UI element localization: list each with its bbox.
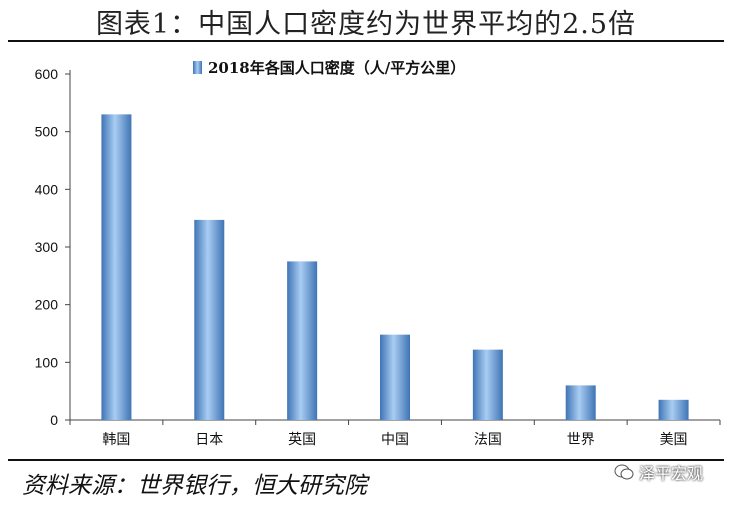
bar-5 [565, 385, 596, 420]
bar-1 [194, 219, 225, 420]
y-tick-label: 200 [35, 297, 59, 313]
chat-bubble-icon [614, 464, 634, 480]
y-tick-label: 0 [50, 412, 58, 428]
legend-label: 2018年各国人口密度（人/平方公里） [208, 59, 465, 77]
y-tick-label: 300 [35, 239, 59, 255]
bar-4 [472, 349, 503, 420]
y-tick-label: 600 [35, 66, 59, 82]
x-tick-label: 法国 [474, 432, 502, 448]
bar-3 [380, 334, 410, 420]
x-tick-label: 美国 [660, 432, 688, 448]
top-rule [8, 40, 724, 42]
y-tick-label: 100 [35, 354, 59, 370]
figure-title: 图表1：中国人口密度约为世界平均的2.5倍 [95, 9, 637, 40]
bar-0 [101, 114, 132, 420]
bottom-rule [8, 459, 724, 461]
x-tick-label: 韩国 [102, 432, 130, 448]
x-tick-label: 英国 [288, 431, 316, 448]
x-tick-label: 世界 [567, 432, 595, 448]
watermark: 泽平宏观 [614, 460, 703, 484]
bar-2 [287, 261, 318, 420]
chart-legend: 2018年各国人口密度（人/平方公里） [193, 59, 465, 77]
source-note: 资料来源：世界银行，恒大研究院 [22, 473, 367, 499]
y-tick-label: 500 [35, 124, 59, 140]
legend-swatch [193, 61, 202, 74]
bar-chart: 2018年各国人口密度（人/平方公里） 0100200300400500600 … [35, 59, 721, 448]
watermark-text: 泽平宏观 [639, 464, 704, 483]
x-tick-label: 日本 [195, 432, 223, 448]
y-tick-label: 400 [35, 181, 59, 197]
x-tick-label: 中国 [381, 432, 409, 448]
bar-6 [658, 399, 689, 420]
